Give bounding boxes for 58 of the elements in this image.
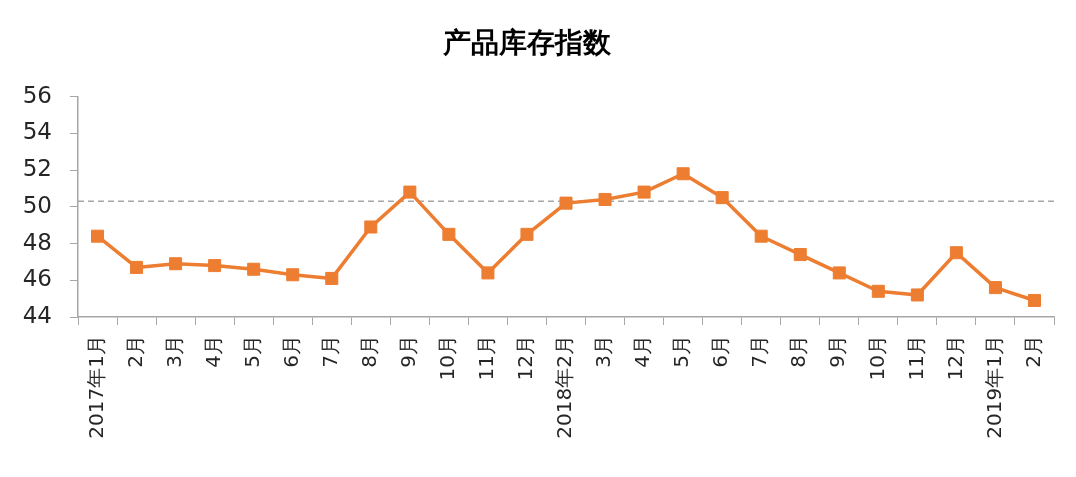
point (364, 220, 378, 234)
x-tick-label: 2018年2月 (552, 335, 577, 439)
x-tick-label: 12月 (942, 335, 967, 381)
point (1027, 293, 1041, 307)
x-tick-label: 11月 (474, 335, 499, 381)
x-tick-label: 5月 (669, 335, 694, 368)
y-tick-label: 48 (22, 228, 52, 255)
point (988, 281, 1002, 295)
point (598, 192, 612, 206)
x-tick-label: 8月 (357, 335, 381, 368)
point (949, 246, 963, 260)
point (793, 248, 807, 262)
point (130, 260, 144, 274)
y-tick-label: 44 (22, 301, 52, 328)
x-tick-label: 2月 (1020, 335, 1045, 368)
x-tick-label: 6月 (278, 335, 303, 368)
y-tick-label: 46 (22, 265, 52, 292)
point (637, 185, 651, 199)
point (442, 227, 456, 241)
point (286, 268, 300, 282)
point (247, 262, 261, 276)
x-tick-label: 10月 (435, 335, 460, 381)
x-tick-label: 3月 (591, 335, 616, 368)
chart-title: 产品库存指数 (442, 26, 612, 60)
x-tick-label: 9月 (396, 335, 421, 368)
x-tick-label: 4月 (630, 335, 655, 368)
x-tick-label: 7月 (747, 335, 772, 368)
point (871, 284, 885, 298)
x-tick-label: 5月 (239, 335, 264, 368)
y-tick-label: 56 (22, 81, 52, 108)
x-tick-label: 6月 (708, 335, 733, 368)
point (676, 167, 690, 181)
point (403, 185, 417, 199)
point (754, 229, 768, 243)
y-tick-label: 50 (22, 191, 52, 218)
x-tick-label: 12月 (513, 335, 538, 381)
point (91, 229, 105, 243)
x-tick-label: 2017年1月 (83, 335, 108, 439)
x-tick-label: 3月 (161, 335, 186, 368)
x-tick-label: 2月 (122, 335, 147, 368)
point (520, 227, 534, 241)
x-tick-label: 10月 (864, 335, 889, 381)
y-tick-label: 52 (22, 155, 52, 182)
point (715, 191, 729, 205)
point (325, 271, 339, 285)
point (169, 257, 183, 271)
x-tick-label: 2019年1月 (981, 335, 1006, 439)
point (910, 288, 924, 302)
x-tick-label: 9月 (825, 335, 850, 368)
point (481, 266, 495, 280)
x-tick-label: 4月 (200, 335, 225, 368)
point (832, 266, 846, 280)
point (208, 259, 222, 273)
x-tick-label: 7月 (317, 335, 342, 368)
point (559, 196, 573, 210)
x-tick-label: 11月 (903, 335, 928, 381)
x-tick-label: 8月 (786, 335, 811, 368)
y-tick-label: 54 (22, 118, 52, 145)
